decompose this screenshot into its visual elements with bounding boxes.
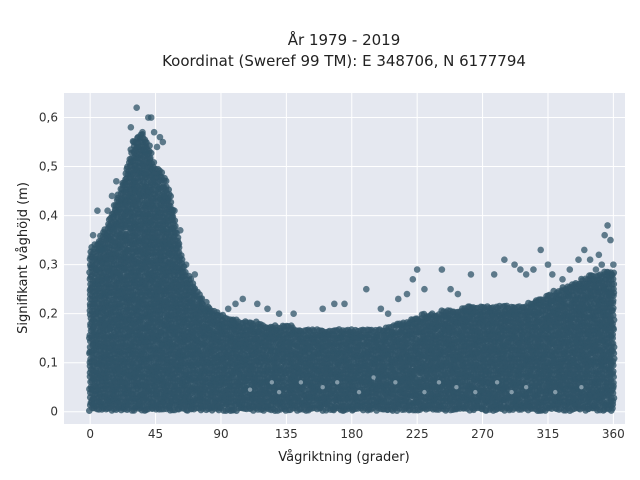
data-point <box>167 192 174 200</box>
data-point <box>189 280 197 287</box>
data-point <box>147 149 155 157</box>
data-point <box>146 142 153 149</box>
data-point <box>158 169 166 176</box>
data-point <box>178 252 185 259</box>
chart-title-line-2: Koordinat (Sweref 99 TM): E 348706, N 61… <box>162 52 526 70</box>
data-point <box>150 159 158 166</box>
data-point <box>147 154 154 162</box>
chart-title-line-1: År 1979 - 2019 <box>288 30 401 49</box>
data-point <box>167 198 175 206</box>
data-point <box>171 217 179 224</box>
data-point <box>175 240 183 247</box>
data-point <box>172 222 179 230</box>
data-points <box>86 104 618 415</box>
data-point <box>165 186 172 193</box>
data-point <box>162 177 170 185</box>
